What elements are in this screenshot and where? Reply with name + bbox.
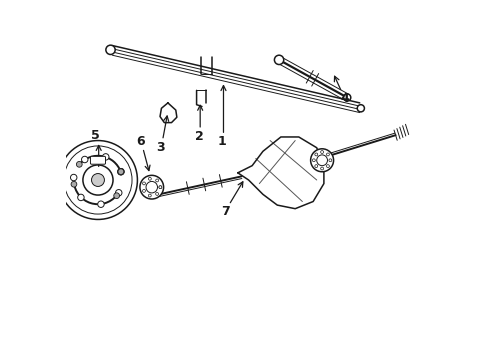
Circle shape: [317, 155, 327, 166]
Circle shape: [118, 169, 124, 175]
Circle shape: [78, 194, 84, 201]
Circle shape: [329, 159, 332, 162]
Circle shape: [313, 159, 315, 162]
Circle shape: [76, 161, 82, 167]
Circle shape: [143, 182, 146, 185]
Circle shape: [102, 154, 109, 160]
Text: 5: 5: [91, 129, 99, 142]
Text: 1: 1: [218, 135, 226, 148]
Circle shape: [98, 201, 104, 207]
Circle shape: [311, 149, 334, 172]
Circle shape: [274, 55, 284, 64]
Polygon shape: [238, 137, 324, 209]
Circle shape: [343, 94, 351, 101]
Circle shape: [320, 150, 323, 153]
Circle shape: [83, 165, 113, 195]
Circle shape: [320, 167, 323, 170]
Circle shape: [114, 193, 120, 199]
Circle shape: [315, 165, 318, 167]
Text: 6: 6: [136, 135, 145, 148]
Circle shape: [116, 190, 122, 196]
Circle shape: [118, 168, 124, 175]
Circle shape: [159, 186, 162, 189]
Circle shape: [148, 177, 151, 180]
Circle shape: [148, 194, 151, 197]
Text: 2: 2: [195, 130, 203, 143]
Circle shape: [71, 181, 77, 187]
Circle shape: [106, 45, 115, 54]
Circle shape: [326, 153, 329, 156]
Circle shape: [92, 174, 104, 186]
Text: 4: 4: [341, 92, 349, 105]
Circle shape: [118, 168, 124, 175]
Circle shape: [71, 174, 77, 181]
FancyBboxPatch shape: [91, 156, 105, 164]
Circle shape: [156, 179, 159, 182]
Circle shape: [64, 146, 132, 214]
Circle shape: [81, 156, 88, 163]
Circle shape: [58, 140, 137, 220]
Circle shape: [143, 189, 146, 192]
Circle shape: [357, 105, 365, 112]
Circle shape: [315, 153, 318, 156]
Circle shape: [159, 186, 162, 189]
Circle shape: [156, 193, 159, 195]
Circle shape: [146, 181, 157, 193]
Text: 7: 7: [221, 205, 230, 218]
Circle shape: [326, 165, 329, 167]
Circle shape: [140, 175, 164, 199]
Text: 3: 3: [156, 140, 165, 153]
Polygon shape: [160, 103, 177, 123]
